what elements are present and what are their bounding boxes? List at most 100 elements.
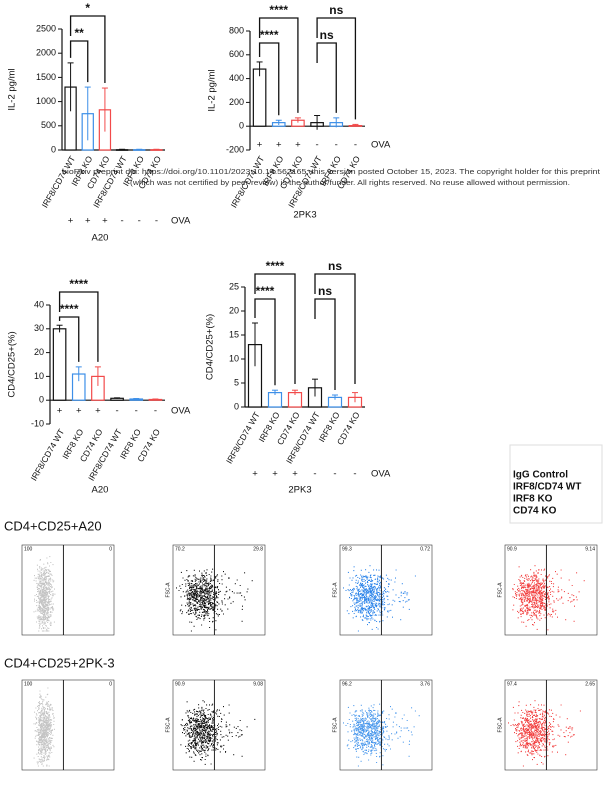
x-axis-label: 2PK3 <box>293 210 316 221</box>
flow-events <box>180 700 256 765</box>
flow-events <box>343 565 416 632</box>
quadrant-left: 100 <box>24 546 33 552</box>
significance-label: ** <box>74 26 84 40</box>
y-tick-label: -200 <box>226 144 244 154</box>
y-tick-label: 0 <box>239 121 244 131</box>
y-tick-label: 200 <box>229 97 244 107</box>
treatment-label: OVA <box>171 216 191 227</box>
significance-label: **** <box>256 284 275 298</box>
significance-label: **** <box>269 3 288 17</box>
bar <box>252 68 267 127</box>
significance-label: ns <box>318 284 332 298</box>
treatment-sign: + <box>102 216 108 227</box>
flow-frame <box>504 544 598 636</box>
significance-label: ns <box>328 259 342 273</box>
y-tick-label: 2000 <box>36 48 56 58</box>
bar <box>52 328 67 401</box>
treatment-sign: + <box>85 216 91 227</box>
treatment-sign: - <box>115 406 118 417</box>
y-tick-label: 30 <box>34 323 44 333</box>
treatment-sign: - <box>333 469 336 480</box>
significance-label: **** <box>69 277 88 291</box>
treatment-sign: + <box>252 469 258 480</box>
quadrant-right: 3.76 <box>420 681 430 687</box>
quadrant-right: 0 <box>109 546 112 552</box>
treatment-label: OVA <box>371 140 391 151</box>
flow-events <box>508 700 581 767</box>
flow-events <box>33 687 55 767</box>
flow-y-label: FSC-A <box>332 582 338 598</box>
legend-entry: IRF8/CD74 WT <box>513 482 581 493</box>
treatment-sign: - <box>313 469 316 480</box>
y-tick-label: 20 <box>34 347 44 357</box>
y-tick-label: 5 <box>234 377 239 387</box>
y-tick-label: 1000 <box>36 96 56 106</box>
significance-label: **** <box>260 28 279 42</box>
y-axis-label: IL-2 pg/ml <box>7 68 18 110</box>
treatment-sign: - <box>155 216 158 227</box>
flow-frame <box>339 544 433 636</box>
quadrant-left: 99.3 <box>342 546 352 552</box>
preprint-notice: bioRxiv preprint doi: https://doi.org/10… <box>62 167 601 176</box>
treatment-sign: - <box>315 140 318 151</box>
significance-label: ns <box>329 3 343 17</box>
treatment-sign: + <box>57 406 63 417</box>
y-tick-label: 800 <box>229 25 244 35</box>
y-axis-label: CD4/CD25+(%) <box>205 314 216 380</box>
treatment-sign: - <box>353 469 356 480</box>
y-tick-label: 600 <box>229 49 244 59</box>
flow-y-label: FSC-A <box>165 717 171 733</box>
significance-bracket <box>58 291 99 362</box>
significance-bracket <box>258 17 299 113</box>
treatment-sign: + <box>272 469 278 480</box>
preprint-notice: (which was not certified by peer review)… <box>130 178 570 187</box>
legend-entry: IRF8 KO <box>513 494 553 505</box>
treatment-label: OVA <box>171 406 191 417</box>
y-tick-label: 1500 <box>36 72 56 82</box>
quadrant-left: 97.4 <box>507 681 517 687</box>
treatment-sign: - <box>135 406 138 417</box>
treatment-sign: + <box>292 469 298 480</box>
significance-bracket <box>69 40 89 83</box>
significance-bracket <box>58 316 80 362</box>
treatment-label: OVA <box>371 469 391 480</box>
y-tick-label: 10 <box>229 353 239 363</box>
quadrant-left: 96.2 <box>342 681 352 687</box>
significance-bracket <box>254 273 296 384</box>
flow-y-label: FSC-A <box>165 582 171 598</box>
treatment-sign: + <box>257 140 263 151</box>
x-axis-label: A20 <box>92 233 109 244</box>
flow-frame <box>339 679 433 771</box>
quadrant-right: 29.8 <box>253 546 263 552</box>
flow-y-label: FSC-A <box>497 717 503 733</box>
y-tick-label: 15 <box>229 329 239 339</box>
quadrant-right: 0.72 <box>420 546 430 552</box>
significance-label: ns <box>320 28 334 42</box>
treatment-sign: + <box>295 140 301 151</box>
flow-row-title: CD4+CD25+A20 <box>4 518 102 533</box>
significance-bracket <box>314 273 356 384</box>
y-axis-label: IL-2 pg/ml <box>207 69 218 111</box>
treatment-sign: - <box>154 406 157 417</box>
y-tick-label: 0 <box>234 401 239 411</box>
flow-y-label: FSC-A <box>332 717 338 733</box>
quadrant-left: 100 <box>24 681 33 687</box>
y-tick-label: 0 <box>39 395 44 405</box>
y-tick-label: 10 <box>34 371 44 381</box>
y-tick-label: 0 <box>51 144 56 154</box>
flow-y-label: FSC-A <box>497 582 503 598</box>
flow-frame <box>172 679 266 771</box>
quadrant-right: 9.14 <box>585 546 595 552</box>
significance-label: **** <box>266 259 285 273</box>
quadrant-right: 9.08 <box>253 681 263 687</box>
flow-frame <box>21 679 115 771</box>
flow-events <box>33 556 56 632</box>
flow-events <box>512 565 585 631</box>
quadrant-left: 90.9 <box>175 681 185 687</box>
y-tick-label: -10 <box>31 418 44 428</box>
flow-row-title: CD4+CD25+2PK-3 <box>4 655 115 670</box>
significance-bracket <box>316 17 357 120</box>
legend-entry: CD74 KO <box>513 506 557 517</box>
significance-label: * <box>85 1 90 15</box>
